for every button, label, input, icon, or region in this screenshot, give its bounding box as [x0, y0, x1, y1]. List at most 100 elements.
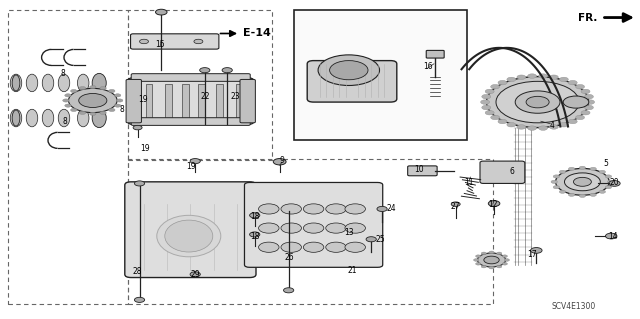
Circle shape [568, 80, 577, 85]
Circle shape [250, 213, 260, 218]
Circle shape [581, 89, 590, 94]
Circle shape [318, 55, 380, 85]
Text: 20: 20 [609, 178, 620, 187]
Circle shape [222, 68, 232, 73]
Circle shape [482, 94, 491, 99]
FancyBboxPatch shape [426, 50, 444, 58]
Circle shape [451, 202, 460, 206]
Circle shape [502, 255, 508, 257]
Circle shape [556, 168, 609, 195]
Text: 12: 12 [488, 200, 497, 209]
Circle shape [326, 204, 346, 214]
Circle shape [486, 77, 589, 128]
Circle shape [559, 190, 566, 193]
Circle shape [559, 170, 566, 174]
Circle shape [326, 242, 346, 252]
FancyBboxPatch shape [408, 166, 437, 176]
Circle shape [507, 77, 516, 82]
Circle shape [90, 85, 96, 89]
Ellipse shape [42, 74, 54, 92]
Ellipse shape [93, 74, 105, 92]
Circle shape [497, 265, 502, 268]
Text: 24: 24 [387, 204, 397, 213]
Circle shape [481, 100, 490, 104]
Circle shape [90, 112, 96, 115]
Circle shape [115, 94, 121, 97]
Circle shape [605, 186, 612, 189]
Circle shape [586, 100, 595, 104]
Circle shape [63, 99, 69, 102]
Text: 8: 8 [63, 117, 68, 126]
Ellipse shape [10, 109, 22, 127]
Circle shape [70, 108, 77, 112]
Circle shape [584, 105, 593, 110]
Circle shape [484, 256, 499, 264]
Text: 27: 27 [451, 202, 461, 211]
Text: 28: 28 [132, 267, 141, 276]
Text: 4: 4 [549, 121, 554, 130]
FancyBboxPatch shape [480, 161, 525, 183]
Circle shape [482, 105, 491, 110]
Circle shape [599, 170, 605, 174]
Circle shape [539, 126, 548, 130]
Circle shape [474, 259, 479, 261]
Circle shape [489, 266, 494, 269]
Circle shape [559, 122, 568, 127]
Circle shape [115, 104, 121, 107]
Text: 19: 19 [140, 144, 150, 153]
Circle shape [549, 75, 558, 79]
Circle shape [607, 180, 614, 183]
Ellipse shape [10, 74, 22, 92]
Circle shape [568, 119, 577, 124]
FancyBboxPatch shape [125, 182, 256, 278]
Text: 14: 14 [608, 232, 618, 241]
Circle shape [109, 108, 115, 112]
Circle shape [553, 186, 559, 189]
Text: 9: 9 [279, 156, 284, 165]
Circle shape [79, 86, 86, 90]
Circle shape [100, 86, 106, 90]
FancyBboxPatch shape [126, 79, 141, 123]
Circle shape [326, 223, 346, 233]
Text: 21: 21 [348, 266, 356, 275]
Circle shape [476, 255, 481, 257]
Bar [294, 10, 467, 140]
Circle shape [551, 180, 557, 183]
Circle shape [194, 39, 203, 44]
FancyBboxPatch shape [131, 74, 250, 81]
Circle shape [70, 89, 77, 93]
Circle shape [259, 204, 279, 214]
Bar [236, 84, 242, 119]
Text: 19: 19 [138, 95, 148, 104]
Text: 19: 19 [186, 162, 196, 171]
Circle shape [575, 115, 584, 120]
Ellipse shape [92, 108, 106, 128]
Text: 16: 16 [422, 62, 433, 71]
Circle shape [498, 80, 507, 85]
Circle shape [65, 104, 71, 107]
Circle shape [133, 125, 142, 130]
Circle shape [564, 173, 600, 191]
Circle shape [284, 288, 294, 293]
Circle shape [303, 223, 324, 233]
Circle shape [515, 91, 560, 113]
Circle shape [345, 242, 365, 252]
Ellipse shape [42, 109, 54, 127]
Circle shape [345, 223, 365, 233]
Circle shape [526, 96, 549, 108]
Circle shape [273, 159, 286, 165]
Circle shape [156, 9, 167, 15]
Circle shape [140, 39, 148, 44]
Circle shape [579, 166, 586, 169]
Circle shape [590, 167, 596, 170]
Ellipse shape [77, 109, 89, 127]
FancyBboxPatch shape [307, 61, 397, 102]
Circle shape [497, 252, 502, 255]
Circle shape [377, 206, 387, 211]
Circle shape [345, 204, 365, 214]
FancyBboxPatch shape [128, 78, 253, 124]
Circle shape [491, 85, 500, 89]
Ellipse shape [26, 74, 38, 92]
Circle shape [79, 93, 107, 108]
Text: 22: 22 [200, 92, 209, 101]
